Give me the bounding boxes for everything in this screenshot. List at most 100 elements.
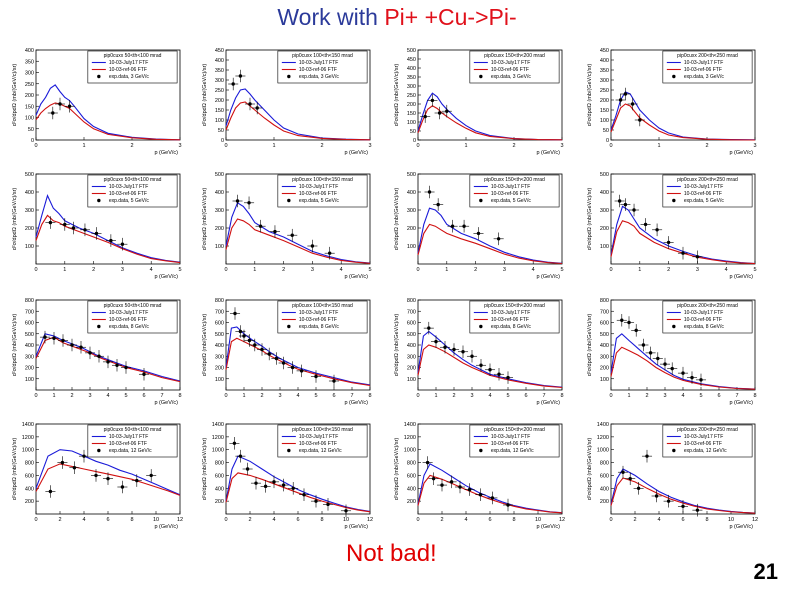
series-line-ftf-july17 <box>417 207 563 264</box>
data-point <box>420 110 431 123</box>
series-line-ftf-july17 <box>225 326 371 386</box>
x-tick-label: 1 <box>63 267 66 273</box>
x-axis-label: p (GeV/c) <box>154 274 178 280</box>
legend-entry: 10-03-ref-06 FTF <box>684 317 722 323</box>
data-point <box>502 498 514 512</box>
y-axis-label: d²σ/dpdΩ (mb/(GeV/c)/sr) <box>12 438 18 501</box>
legend-swatch-data <box>287 74 291 79</box>
plot-panel-r1c1: d²σ/dpdΩ (mb/(GeV/c)/sr) 400 350 300 250 200 1… <box>10 44 186 156</box>
data-point <box>131 474 142 487</box>
x-tick-label: 1 <box>627 393 630 399</box>
data-point <box>111 358 123 372</box>
y-tick-label: 700 <box>215 309 224 315</box>
y-tick-label: 0 <box>31 138 34 144</box>
y-tick-label: 100 <box>600 244 609 250</box>
y-tick-label: 200 <box>25 499 34 505</box>
x-tick-label: 2 <box>320 143 323 149</box>
y-axis-label: d²σ/dpdΩ (mb/(GeV/c)/sr) <box>587 64 593 127</box>
legend-entry: 10-03-ref-06 FTF <box>299 191 337 197</box>
data-point <box>238 329 250 343</box>
data-point <box>79 223 90 237</box>
x-tick-label: 0 <box>34 143 37 149</box>
slide-title-part2: Pi+ +Cu->Pi- <box>384 4 517 30</box>
y-tick-label: 100 <box>215 118 224 124</box>
y-tick-label: 300 <box>407 354 416 360</box>
x-tick-label: 2 <box>58 517 61 523</box>
x-tick-label: 0 <box>224 393 227 399</box>
legend-entry: 10-03-ref-06 FTF <box>491 191 529 197</box>
legend-entry: exp.data, 3 GeV/c <box>491 74 532 80</box>
x-axis-label: p (GeV/c) <box>729 274 753 280</box>
x-tick-label: 7 <box>542 393 545 399</box>
x-axis-label: p (GeV/c) <box>344 524 368 530</box>
data-point <box>146 469 157 482</box>
y-tick-label: 250 <box>25 82 34 88</box>
y-axis-label: d²σ/dpdΩ (mb/(GeV/c)/sr) <box>202 64 208 127</box>
y-tick-label: 400 <box>215 486 224 492</box>
data-point <box>446 475 457 489</box>
legend-title: pip0cuxx 100<th<150 mrad <box>292 303 353 309</box>
plot-svg-r3c1: d²σ/dpdΩ (mb/(GeV/c)/sr) 800 700 600 500 400 3… <box>12 298 182 406</box>
legend-entry: 10-03-July17 FTF <box>491 184 530 190</box>
data-point <box>271 352 282 365</box>
y-tick-label: 1000 <box>597 448 609 454</box>
legend-swatch-data <box>672 198 676 203</box>
y-tick-label: 1200 <box>597 435 609 441</box>
y-tick-label: 100 <box>407 244 416 250</box>
x-axis-label: p (GeV/c) <box>536 150 560 156</box>
x-tick-label: 3 <box>663 393 666 399</box>
x-axis-label: p (GeV/c) <box>154 150 178 156</box>
x-tick-label: 0 <box>34 393 37 399</box>
x-tick-label: 6 <box>717 393 720 399</box>
data-point <box>484 363 496 377</box>
y-tick-label: 200 <box>215 366 224 372</box>
x-tick-label: 0 <box>224 267 227 273</box>
x-tick-label: 0 <box>609 267 612 273</box>
data-point <box>68 221 79 235</box>
x-axis-label: p (GeV/c) <box>154 400 178 406</box>
legend-entry: 10-03-July17 FTF <box>684 310 723 316</box>
legend-title: pip0cuxx 150<th<200 mrad <box>484 177 545 183</box>
data-point <box>54 97 66 111</box>
plot-panel-r2c1: d²σ/dpdΩ (mb/(GeV/c)/sr) 500 400 300 200 100 0… <box>10 168 186 280</box>
y-tick-label: 800 <box>25 298 34 304</box>
x-tick-label: 3 <box>560 143 563 149</box>
legend-title: pip0cuxx 50<th<100 mrad <box>104 177 162 183</box>
x-tick-label: 1 <box>464 143 467 149</box>
data-point <box>475 358 487 372</box>
x-tick-label: 4 <box>340 267 343 273</box>
x-tick-label: 1 <box>52 393 55 399</box>
data-point <box>324 246 335 260</box>
data-point <box>652 352 663 365</box>
legend-swatch-data <box>97 198 101 203</box>
series-line-ref-06 <box>225 218 371 264</box>
legend-title: pip0cuxx 200<th<250 mrad <box>677 303 738 309</box>
legend-entry: exp.data, 5 GeV/c <box>109 198 150 204</box>
legend-title: pip0cuxx 150<th<200 mrad <box>484 427 545 433</box>
legend-entry: 10-03-July17 FTF <box>491 310 530 316</box>
y-tick-label: 150 <box>215 108 224 114</box>
y-tick-label: 400 <box>215 343 224 349</box>
y-tick-label: 150 <box>25 104 34 110</box>
x-tick-label: 0 <box>609 143 612 149</box>
y-axis-label: d²σ/dpdΩ (mb/(GeV/c)/sr) <box>394 188 400 251</box>
y-tick-label: 600 <box>600 321 609 327</box>
legend-entry: 10-03-July17 FTF <box>109 60 148 66</box>
y-axis-label: d²σ/dpdΩ (mb/(GeV/c)/sr) <box>394 64 400 127</box>
y-tick-label: 400 <box>600 486 609 492</box>
x-tick-label: 3 <box>178 143 181 149</box>
slide-number: 21 <box>753 559 778 584</box>
data-point <box>424 185 435 199</box>
legend-entry: exp.data, 5 GeV/c <box>491 198 532 204</box>
y-tick-label: 400 <box>407 66 416 72</box>
legend-title: pip0cuxx 150<th<200 mrad <box>484 53 545 59</box>
data-point <box>228 77 239 91</box>
y-tick-label: 100 <box>25 116 34 122</box>
x-axis-label: p (GeV/c) <box>154 524 178 530</box>
x-tick-label: 10 <box>343 517 349 523</box>
x-tick-label: 6 <box>332 393 335 399</box>
legend-title: pip0cuxx 200<th<250 mrad <box>677 427 738 433</box>
